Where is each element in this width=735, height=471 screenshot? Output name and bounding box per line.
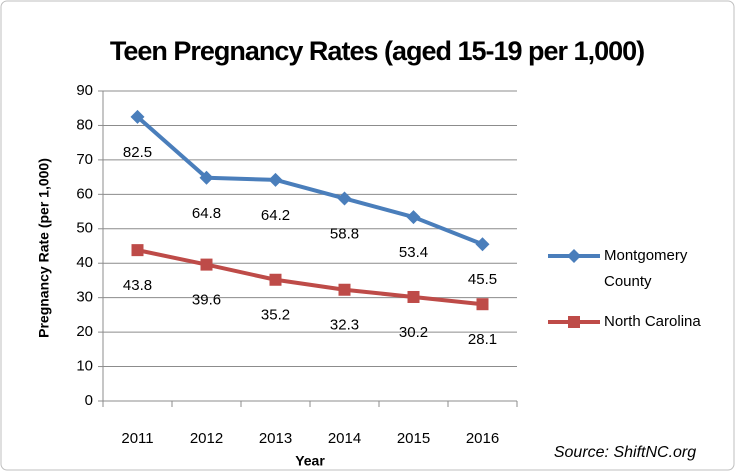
marker bbox=[199, 170, 214, 185]
y-tick-label: 10 bbox=[76, 358, 93, 375]
marker bbox=[476, 298, 489, 311]
data-label: 35.2 bbox=[261, 307, 290, 324]
data-label: 53.4 bbox=[399, 244, 428, 261]
marker bbox=[200, 258, 213, 271]
y-tick-label: 30 bbox=[76, 289, 93, 306]
data-label: 43.8 bbox=[123, 277, 152, 294]
marker bbox=[406, 210, 421, 225]
legend-label: North Carolina bbox=[604, 313, 701, 330]
y-tick-label: 0 bbox=[85, 392, 93, 409]
data-label: 28.1 bbox=[468, 331, 497, 348]
marker bbox=[337, 191, 352, 206]
y-tick-label: 60 bbox=[76, 185, 93, 202]
y-tick-label: 90 bbox=[76, 82, 93, 99]
x-tick-label: 2014 bbox=[328, 430, 361, 447]
data-label: 30.2 bbox=[399, 324, 428, 341]
data-label: 39.6 bbox=[192, 292, 221, 309]
y-tick-label: 20 bbox=[76, 323, 93, 340]
series-line bbox=[137, 248, 483, 307]
marker bbox=[268, 172, 283, 187]
x-tick-label: 2013 bbox=[259, 430, 292, 447]
marker bbox=[475, 237, 490, 252]
data-label: 58.8 bbox=[330, 225, 359, 242]
data-label: 32.3 bbox=[330, 317, 359, 334]
data-label: 64.8 bbox=[192, 205, 221, 222]
data-label: 64.2 bbox=[261, 207, 290, 224]
x-axis-label: Year bbox=[295, 453, 325, 469]
y-tick-label: 50 bbox=[76, 220, 93, 237]
source-note: Source: ShiftNC.org bbox=[554, 444, 696, 461]
marker bbox=[338, 283, 351, 296]
x-tick-label: 2011 bbox=[121, 430, 153, 447]
x-tick-label: 2012 bbox=[190, 430, 223, 447]
marker bbox=[407, 290, 420, 303]
y-tick-label: 40 bbox=[76, 254, 93, 271]
legend-label: Montgomery County bbox=[604, 247, 688, 290]
data-label: 45.5 bbox=[468, 271, 497, 288]
series-line bbox=[136, 115, 484, 247]
x-tick-label: 2015 bbox=[397, 430, 430, 447]
marker bbox=[130, 109, 145, 124]
data-label: 82.5 bbox=[123, 144, 152, 161]
marker bbox=[131, 244, 144, 257]
y-tick-label: 80 bbox=[76, 116, 93, 133]
x-tick-label: 2016 bbox=[466, 430, 499, 447]
chart-title: Teen Pregnancy Rates (aged 15-19 per 1,0… bbox=[110, 36, 644, 66]
y-tick-label: 70 bbox=[76, 151, 93, 168]
marker bbox=[269, 273, 282, 286]
y-axis-label: Pregnancy Rate (per 1,000) bbox=[36, 158, 52, 338]
